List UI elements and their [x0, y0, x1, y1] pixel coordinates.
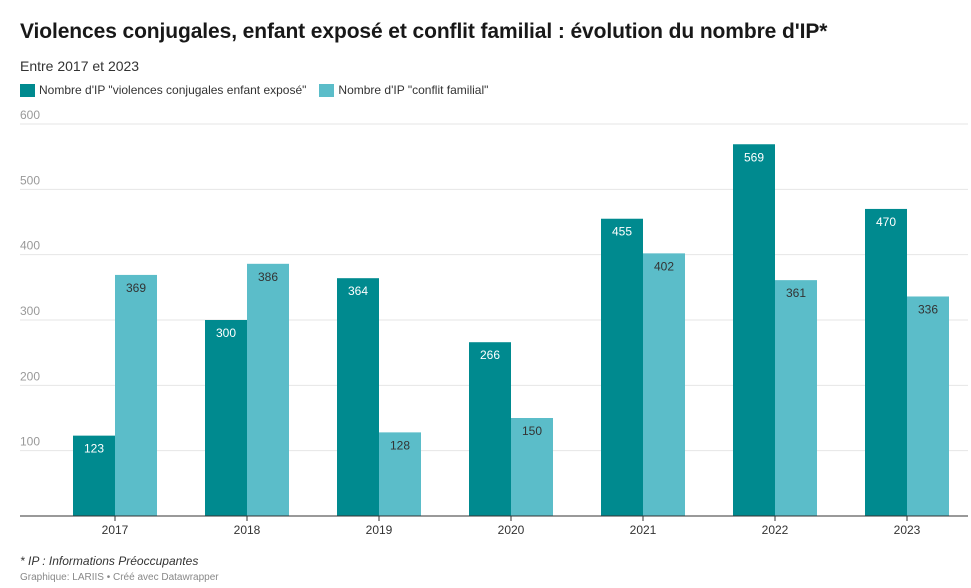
y-tick-label-400: 400 — [20, 239, 40, 253]
y-tick-label-500: 500 — [20, 173, 40, 187]
legend-item-series-1: Nombre d'IP "violences conjugales enfant… — [20, 83, 306, 97]
legend-label-series-2: Nombre d'IP "conflit familial" — [338, 83, 489, 97]
bar-2022-series-2 — [775, 280, 817, 516]
data-label-2018-series-2: 386 — [258, 270, 278, 284]
legend-swatch-series-1 — [20, 83, 35, 97]
legend: Nombre d'IP "violences conjugales enfant… — [20, 83, 501, 97]
bar-2017-series-2 — [115, 274, 157, 516]
bar-2021-series-2 — [643, 253, 685, 517]
bar-2023-series-2 — [907, 296, 949, 516]
data-label-2017-series-1: 123 — [84, 442, 104, 456]
legend-swatch-series-2 — [319, 83, 335, 97]
x-tick-label-2023: 2023 — [894, 523, 921, 537]
x-tick-label-2020: 2020 — [498, 523, 525, 537]
data-label-2023-series-2: 336 — [918, 302, 938, 316]
data-label-2019-series-2: 128 — [390, 438, 410, 452]
bar-2019-series-1 — [337, 278, 379, 516]
bar-2018-series-2 — [247, 263, 289, 516]
bar-2021-series-1 — [601, 218, 643, 516]
bar-2023-series-1 — [865, 208, 907, 516]
footnote: * IP : Informations Préoccupantes — [20, 554, 199, 568]
data-label-2022-series-1: 569 — [744, 150, 764, 164]
legend-item-series-2: Nombre d'IP "conflit familial" — [319, 83, 488, 97]
data-label-2022-series-2: 361 — [786, 286, 806, 300]
bar-2017-series-1 — [73, 435, 115, 516]
chart-title: Violences conjugales, enfant exposé et c… — [20, 20, 828, 43]
legend-label-series-1: Nombre d'IP "violences conjugales enfant… — [39, 83, 307, 97]
source-credit: Graphique: LARIIS • Créé avec Datawrappe… — [20, 572, 219, 583]
chart-subtitle: Entre 2017 et 2023 — [20, 58, 140, 74]
bar-2020-series-1 — [469, 342, 511, 516]
data-label-2021-series-1: 455 — [612, 225, 632, 239]
x-tick-label-2022: 2022 — [762, 523, 789, 537]
x-tick-label-2021: 2021 — [630, 523, 657, 537]
y-tick-label-600: 600 — [20, 108, 40, 122]
y-tick-label-300: 300 — [20, 304, 40, 318]
x-tick-label-2018: 2018 — [234, 523, 261, 537]
y-tick-label-100: 100 — [20, 435, 40, 449]
bar-2022-series-1 — [733, 144, 775, 516]
data-label-2017-series-2: 369 — [126, 281, 146, 295]
bar-2018-series-1 — [205, 320, 247, 516]
data-label-2018-series-1: 300 — [216, 326, 236, 340]
data-label-2020-series-1: 266 — [480, 348, 500, 362]
bar-2020-series-2 — [511, 418, 553, 516]
data-label-2021-series-2: 402 — [654, 259, 674, 273]
bar-2019-series-2 — [379, 432, 421, 516]
data-label-2019-series-1: 364 — [348, 284, 368, 298]
y-tick-label-200: 200 — [20, 369, 40, 383]
data-label-2023-series-1: 470 — [876, 215, 896, 229]
data-label-2020-series-2: 150 — [522, 424, 542, 438]
x-tick-label-2019: 2019 — [366, 523, 393, 537]
x-tick-label-2017: 2017 — [102, 523, 129, 537]
